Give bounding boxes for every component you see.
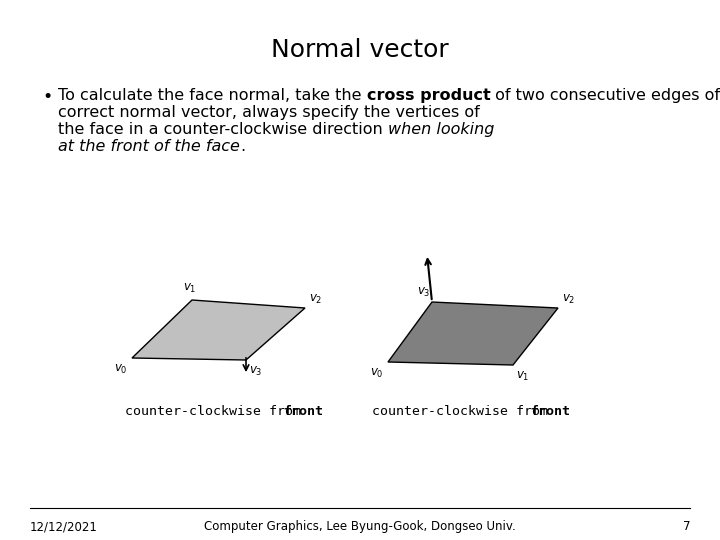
Text: cross product: cross product [366,88,490,103]
Text: $v_3$: $v_3$ [416,286,430,299]
Text: •: • [42,88,53,106]
Text: Computer Graphics, Lee Byung-Gook, Dongseo Univ.: Computer Graphics, Lee Byung-Gook, Dongs… [204,520,516,533]
Text: when looking: when looking [388,122,494,137]
Text: 7: 7 [683,520,690,533]
Text: 12/12/2021: 12/12/2021 [30,520,98,533]
Text: of two consecutive edges of the face. To get the: of two consecutive edges of the face. To… [490,88,720,103]
Text: correct normal vector, always specify the vertices of: correct normal vector, always specify th… [58,105,480,120]
Text: $v_3$: $v_3$ [249,365,263,378]
Text: .: . [240,139,245,154]
Text: $v_0$: $v_0$ [114,363,128,376]
Text: counter-clockwise from: counter-clockwise from [125,405,309,418]
Text: To calculate the face normal, take the: To calculate the face normal, take the [58,88,366,103]
Text: front: front [531,405,571,418]
Text: $v_2$: $v_2$ [309,293,323,306]
Polygon shape [388,302,558,365]
Polygon shape [132,300,305,360]
Text: $v_1$: $v_1$ [516,370,529,383]
Text: $v_1$: $v_1$ [184,282,197,295]
Text: at the front of the face: at the front of the face [58,139,240,154]
Text: $v_2$: $v_2$ [562,293,575,306]
Text: counter-clockwise from: counter-clockwise from [372,405,556,418]
Text: $v_0$: $v_0$ [370,367,384,380]
Text: Normal vector: Normal vector [271,38,449,62]
Text: the face in a counter-clockwise direction: the face in a counter-clockwise directio… [58,122,388,137]
Text: front: front [284,405,324,418]
